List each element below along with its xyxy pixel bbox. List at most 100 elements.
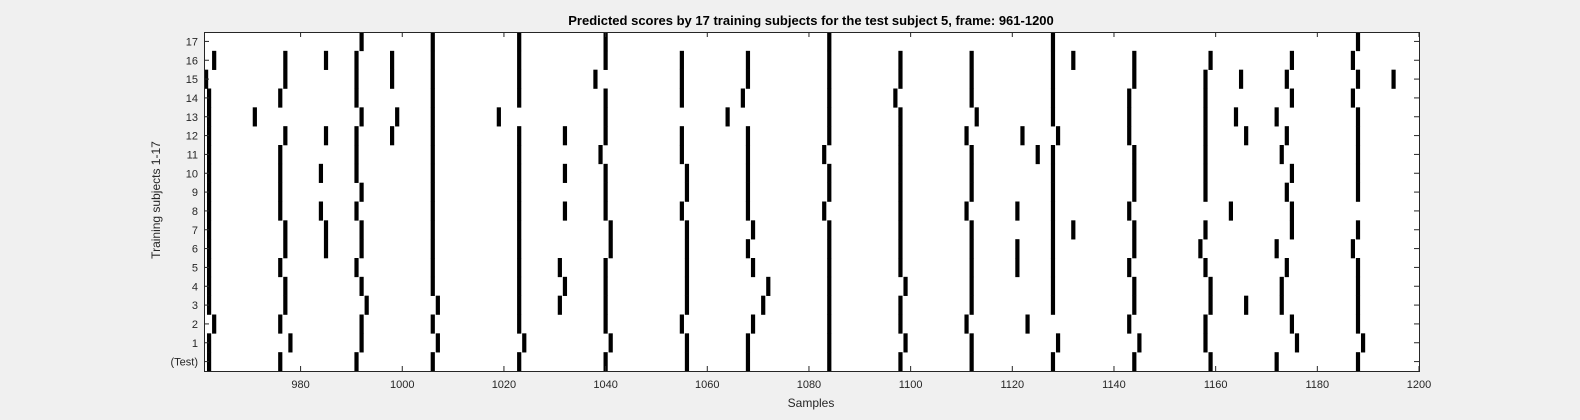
raster-mark [827, 352, 832, 372]
raster-mark [288, 333, 293, 353]
y-tick-label: 16 [186, 55, 198, 67]
y-tick-label: 11 [187, 149, 198, 161]
raster-mark [969, 50, 974, 70]
raster-mark [898, 126, 903, 146]
raster-mark [1203, 145, 1208, 165]
raster-mark [557, 258, 562, 278]
raster-mark [603, 314, 608, 334]
raster-mark [684, 239, 690, 259]
raster-mark [1355, 276, 1361, 296]
raster-mark [430, 163, 435, 183]
raster-mark [750, 314, 756, 334]
raster-mark [1355, 163, 1361, 183]
y-tick-label: 15 [186, 74, 198, 86]
raster-mark [969, 145, 974, 165]
y-axis-label: Training subjects 1-17 [149, 141, 163, 259]
raster-mark [903, 276, 908, 296]
raster-mark [1355, 295, 1361, 315]
raster-mark [359, 182, 364, 202]
raster-mark [1050, 239, 1056, 259]
raster-mark [206, 201, 212, 221]
raster-mark [969, 163, 974, 183]
y-tick-label: 12 [186, 131, 198, 143]
raster-mark [517, 295, 522, 315]
raster-mark [822, 201, 827, 221]
raster-mark [359, 107, 364, 127]
raster-mark [206, 333, 212, 353]
raster-mark [1050, 50, 1056, 70]
raster-mark [969, 276, 974, 296]
raster-mark [598, 145, 603, 165]
raster-mark [1203, 182, 1208, 202]
raster-mark [278, 314, 283, 334]
raster-mark [1284, 182, 1289, 202]
raster-mark [603, 258, 608, 278]
raster-mark [827, 88, 832, 108]
raster-mark [745, 201, 751, 221]
raster-mark [354, 69, 359, 89]
raster-mark [562, 126, 568, 146]
raster-mark [603, 107, 608, 127]
raster-mark [1355, 69, 1361, 89]
raster-mark [1244, 295, 1249, 315]
raster-mark [430, 126, 435, 146]
x-tick-label: 1180 [1305, 379, 1329, 391]
raster-mark [435, 295, 440, 315]
raster-mark [1071, 220, 1076, 240]
chart-title: Predicted scores by 17 training subjects… [568, 13, 1054, 28]
raster-mark [1279, 276, 1284, 296]
raster-mark [1203, 88, 1208, 108]
raster-mark [603, 352, 608, 372]
raster-mark [898, 163, 903, 183]
raster-mark [1208, 276, 1213, 296]
raster-mark [827, 333, 832, 353]
raster-mark [364, 295, 369, 315]
raster-mark [1274, 352, 1279, 372]
raster-mark [603, 126, 608, 146]
raster-mark [1355, 220, 1361, 240]
x-tick-label: 1060 [695, 379, 719, 391]
raster-mark [745, 126, 751, 146]
raster-mark [969, 352, 974, 372]
raster-mark [1127, 201, 1132, 221]
raster-mark [430, 32, 435, 52]
raster-mark [745, 163, 751, 183]
raster-mark [898, 352, 903, 372]
raster-mark [1055, 126, 1061, 146]
raster-mark [1050, 182, 1056, 202]
raster-mark [1020, 126, 1025, 146]
raster-mark [822, 145, 827, 165]
raster-mark [1355, 182, 1361, 202]
x-tick-label: 980 [291, 379, 309, 391]
raster-mark [1071, 50, 1076, 70]
x-tick-label: 1200 [1407, 379, 1431, 391]
raster-mark [1203, 314, 1208, 334]
raster-mark [517, 220, 522, 240]
raster-mark [827, 220, 832, 240]
raster-mark [206, 145, 212, 165]
raster-mark [1350, 88, 1356, 108]
raster-mark [969, 88, 974, 108]
raster-mark [827, 126, 832, 146]
raster-mark [679, 88, 684, 108]
y-tick-label: 6 [192, 244, 198, 256]
raster-mark [1050, 201, 1056, 221]
raster-mark [1127, 107, 1132, 127]
raster-mark [603, 295, 608, 315]
raster-mark [430, 50, 435, 70]
raster-mark [562, 163, 568, 183]
raster-mark [1132, 50, 1137, 70]
raster-mark [1132, 352, 1137, 372]
raster-mark [969, 239, 974, 259]
raster-mark [1279, 145, 1284, 165]
raster-mark [1355, 107, 1361, 127]
raster-mark [827, 163, 832, 183]
raster-mark [283, 276, 288, 296]
raster-mark [517, 182, 522, 202]
raster-mark [1050, 145, 1056, 165]
raster-mark [557, 295, 562, 315]
raster-mark [430, 107, 435, 127]
raster-mark [1132, 276, 1137, 296]
raster-mark [898, 239, 903, 259]
